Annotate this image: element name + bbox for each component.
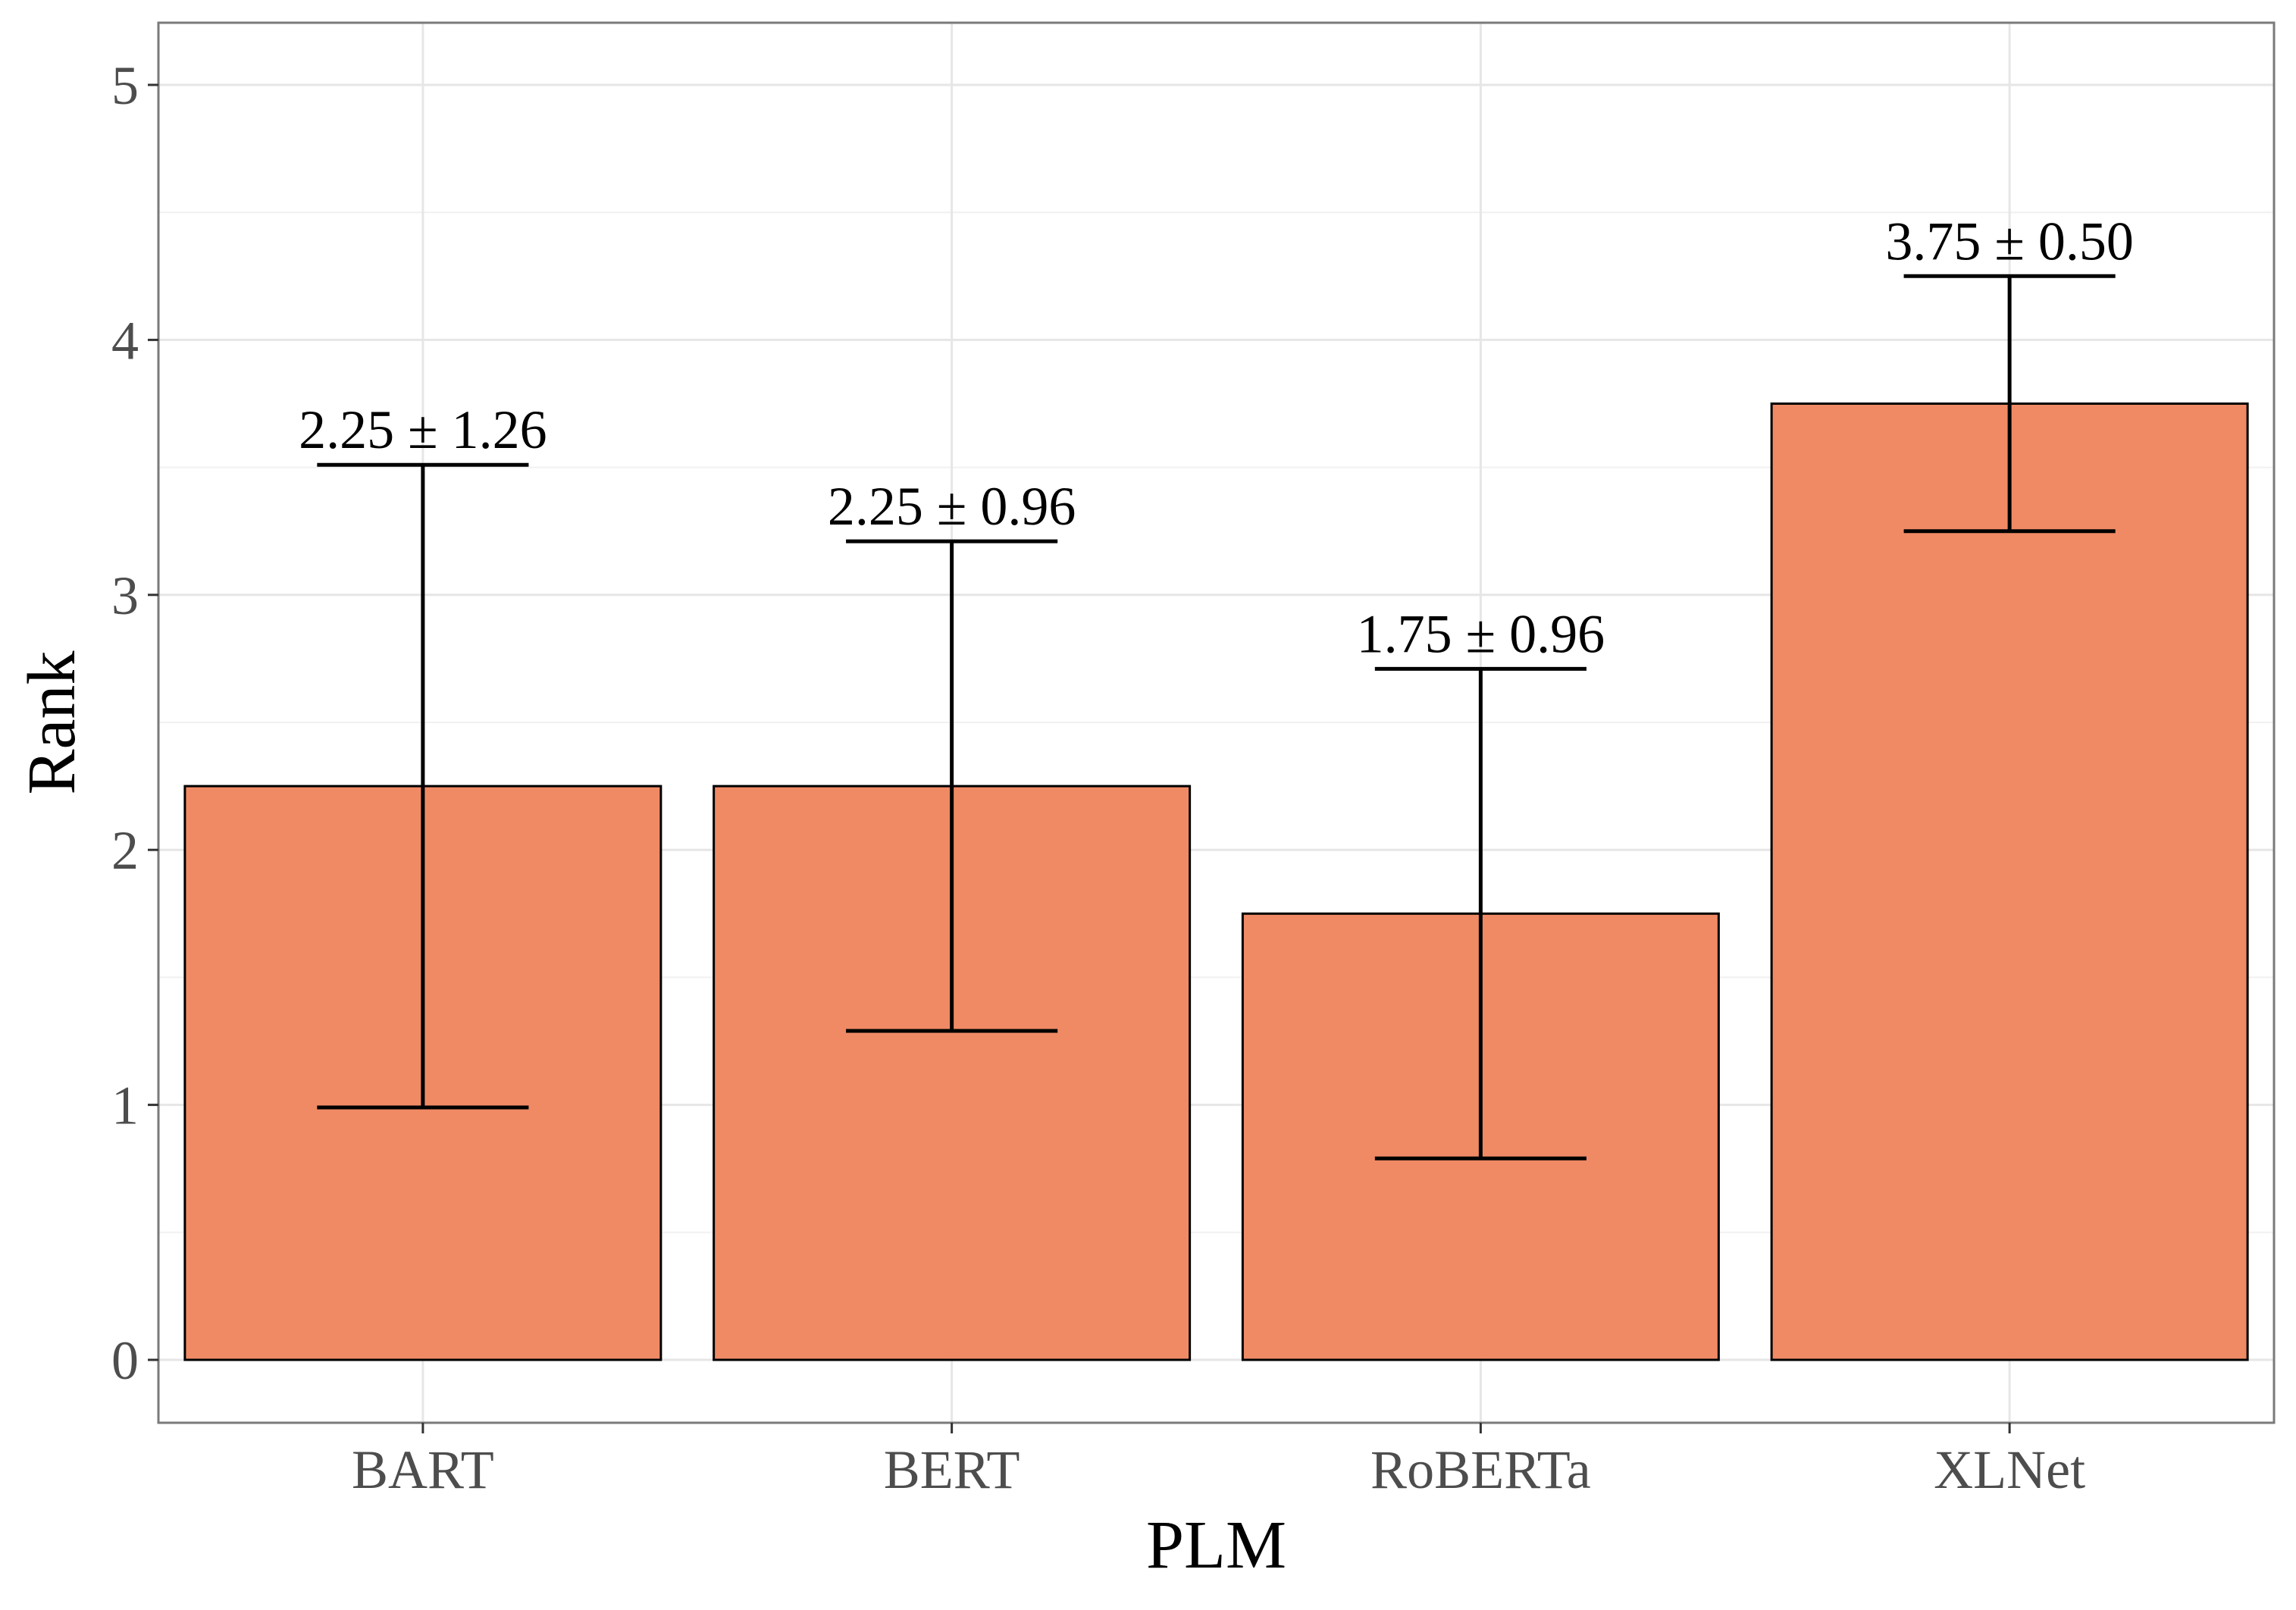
y-tick-label: 2 [111,820,139,881]
data-label-bert: 2.25 ± 0.96 [828,476,1076,537]
error-bar-bart [317,462,529,1110]
y-tick-label: 4 [111,310,139,371]
x-tick-label: RoBERTa [1370,1439,1591,1500]
data-label-xlnet: 3.75 ± 0.50 [1885,211,2134,271]
y-axis-title: Rank [14,651,89,795]
y-tick-label: 5 [111,55,139,116]
data-label-roberta: 1.75 ± 0.96 [1357,603,1605,664]
data-label-bart: 2.25 ± 1.26 [299,399,547,460]
error-bar-roberta [1374,666,1587,1161]
error-bar-xlnet [1903,274,2116,534]
bar-xlnet [1770,402,2249,1361]
y-tick-label: 3 [111,565,139,626]
bars [183,402,2249,1361]
plot-panel-border [157,21,2276,1424]
x-axis-title: PLM [1146,1508,1286,1583]
error-bars [317,274,2116,1161]
x-tick-label: BART [352,1439,494,1500]
x-tick-label: BERT [884,1439,1020,1500]
y-tick-label: 0 [111,1330,139,1391]
axes: 0 1 2 3 4 5 BART BERT RoBERTa XLNet [111,55,2085,1500]
y-tick-label: 1 [111,1076,139,1136]
data-labels: 2.25 ± 1.26 2.25 ± 0.96 1.75 ± 0.96 3.75 ± … [299,211,2134,664]
error-bar-bert [846,539,1058,1033]
x-tick-label: XLNet [1934,1439,2085,1500]
